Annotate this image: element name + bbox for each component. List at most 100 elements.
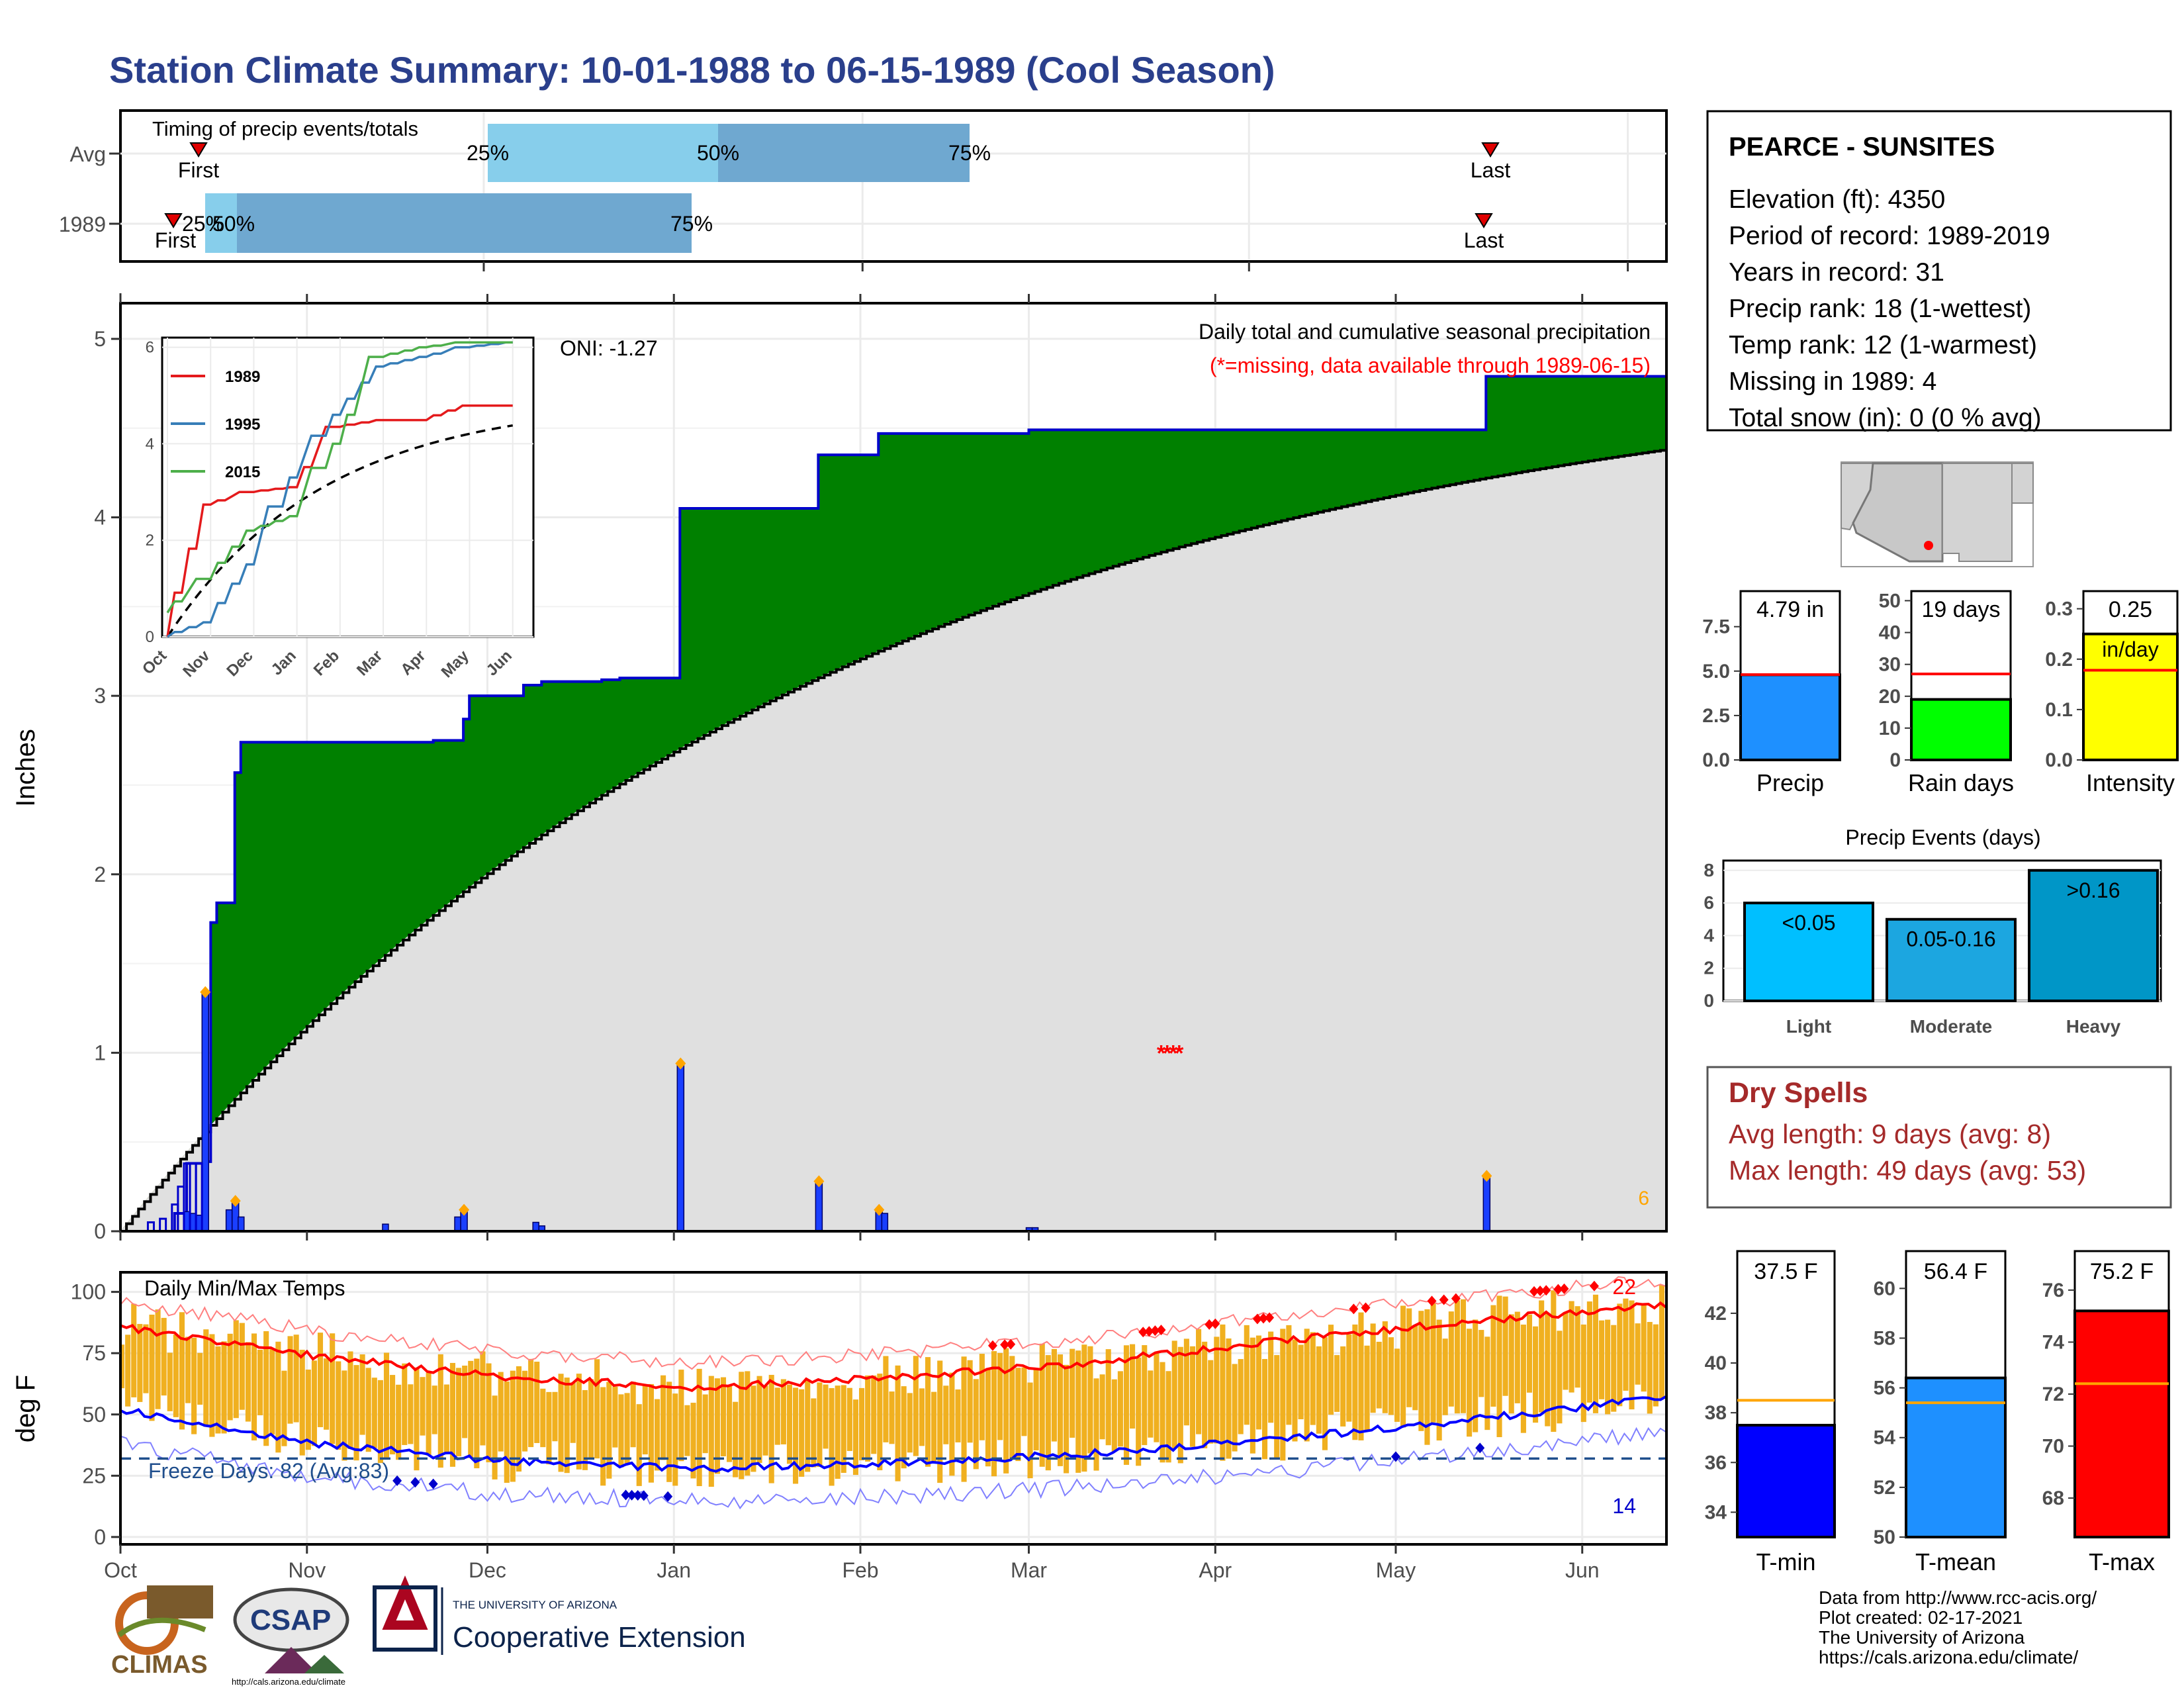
daily-temp-range-bar xyxy=(1611,1325,1617,1412)
daily-temp-range-bar xyxy=(576,1374,582,1470)
record-high-marker xyxy=(1000,1339,1010,1350)
precip-events-chart: Precip Events (days) 0 2 4 6 8 <0.05 Light 0.05-… xyxy=(1704,825,2162,1037)
daily-temp-range-bar xyxy=(179,1312,185,1430)
precip-ytick-label: 0 xyxy=(94,1219,106,1243)
inset-frame xyxy=(161,336,535,638)
daily-temp-range-bar xyxy=(642,1384,648,1455)
record-low-marker xyxy=(428,1478,438,1489)
temp-xtick-label: Dec xyxy=(469,1558,506,1582)
record-low-marker xyxy=(639,1490,649,1501)
daily-temp-range-bar xyxy=(835,1385,841,1479)
daily-temp-range-bar xyxy=(1015,1368,1021,1462)
daily-temp-range-bar xyxy=(1586,1301,1592,1403)
map-new-mexico xyxy=(1942,463,2013,562)
daily-temp-range-bar xyxy=(762,1385,768,1456)
missing-day-marker: * xyxy=(1175,1041,1184,1066)
ua-small-text: THE UNIVERSITY OF ARIZONA xyxy=(453,1599,617,1611)
station-location-marker xyxy=(1924,541,1933,550)
daily-temp-range-bar xyxy=(330,1333,336,1444)
daily-temp-range-bar xyxy=(919,1388,925,1446)
daily-temp-range-bar xyxy=(522,1370,528,1452)
tbar-ytick-label: 50 xyxy=(1874,1526,1895,1548)
station-line: Temp rank: 12 (1-warmest) xyxy=(1729,331,2037,359)
daily-temp-range-bar xyxy=(1208,1360,1214,1444)
daily-temp-range-bar xyxy=(1490,1305,1496,1407)
daily-temp-range-bar xyxy=(341,1370,347,1461)
daily-temp-range-bar xyxy=(1557,1331,1563,1424)
precip-ytick-label: 5 xyxy=(94,327,106,351)
daily-precip-bar xyxy=(881,1213,889,1232)
daily-temp-range-bar xyxy=(696,1368,702,1487)
daily-temp-range-bar xyxy=(1508,1314,1514,1414)
inset-ytick-label: 0 xyxy=(146,628,154,646)
tbar-ytick-label: 54 xyxy=(1874,1427,1896,1449)
daily-temp-range-bar xyxy=(131,1303,137,1397)
pct-label-avg-25: 25% xyxy=(467,141,509,165)
temp-ylabel: deg F xyxy=(11,1375,40,1442)
daily-temp-range-bar xyxy=(1220,1324,1226,1461)
record-high-marker xyxy=(1361,1302,1371,1313)
daily-temp-range-bar xyxy=(805,1379,811,1472)
record-high-marker xyxy=(1451,1293,1461,1304)
daily-temp-range-bar xyxy=(865,1375,871,1462)
daily-temp-range-bar xyxy=(1304,1329,1310,1442)
daily-precip-bar xyxy=(225,1209,233,1232)
csap-logo: CSAP http://cals.arizona.edu/climate xyxy=(232,1587,349,1687)
footer-line: Data from http://www.rcc-acis.org/ xyxy=(1819,1587,2097,1608)
daily-temp-range-bar xyxy=(1641,1304,1647,1392)
daily-temp-range-bar xyxy=(1467,1329,1473,1437)
daily-temp-range-bar xyxy=(408,1384,414,1444)
stat-bar-rain-days xyxy=(1910,698,2012,762)
daily-temp-range-bar xyxy=(991,1351,997,1477)
daily-temp-range-bar xyxy=(215,1346,221,1434)
daily-temp-range-bar xyxy=(1502,1296,1508,1396)
daily-temp-range-bar xyxy=(143,1324,149,1393)
daily-temp-range-bar xyxy=(371,1378,377,1448)
daily-temp-range-bar xyxy=(823,1384,829,1449)
daily-temp-range-bar xyxy=(1605,1319,1611,1415)
daily-temp-range-bar xyxy=(1183,1338,1189,1426)
pct-label-1989-75: 75% xyxy=(670,212,713,236)
daily-temp-range-bar xyxy=(1406,1308,1412,1407)
average-cumulative-area xyxy=(120,449,1666,1231)
daily-temp-range-bar xyxy=(1033,1368,1039,1450)
daily-temp-range-bar xyxy=(852,1399,859,1476)
daily-temp-range-bar xyxy=(793,1387,799,1484)
timing-panel: Timing of precip events/totals Avg 1989 Fir… xyxy=(59,109,1668,271)
record-high-marker xyxy=(1439,1294,1449,1305)
daily-temp-range-bar xyxy=(961,1356,967,1482)
stat-category-label: Rain days xyxy=(1908,769,2014,796)
daily-temp-range-bar xyxy=(558,1374,564,1472)
daily-temp-range-bar xyxy=(1430,1302,1436,1423)
daily-temp-range-bar xyxy=(1334,1355,1340,1412)
daily-temp-range-bar xyxy=(889,1391,895,1444)
daily-temp-range-bar xyxy=(1202,1341,1208,1448)
tbar-t-mean xyxy=(1905,1376,2007,1538)
pct-label-1989-25: 25% xyxy=(182,212,224,236)
arizona-locator-map xyxy=(1841,461,2034,567)
daily-temp-range-bar xyxy=(877,1374,883,1471)
temp-xtick-label: May xyxy=(1376,1558,1416,1582)
record-high-marker xyxy=(1559,1283,1569,1294)
daily-temp-range-bar xyxy=(1057,1354,1064,1466)
daily-temp-range-bar xyxy=(1346,1334,1352,1422)
daily-temp-range-bar xyxy=(311,1360,317,1446)
daily-temp-range-bar xyxy=(907,1393,913,1453)
tbar-ytick-label: 42 xyxy=(1705,1303,1727,1325)
daily-temp-range-bar xyxy=(1479,1330,1484,1397)
daily-temp-range-bar xyxy=(1214,1336,1220,1444)
daily-temp-range-bar xyxy=(1388,1337,1394,1415)
temp-panel-title: Daily Min/Max Temps xyxy=(144,1276,345,1300)
first-marker-avg xyxy=(189,142,208,158)
daily-temp-range-bar xyxy=(1436,1319,1442,1441)
precip-ylabel: Inches xyxy=(11,729,40,807)
record-high-marker xyxy=(1529,1286,1539,1297)
daily-temp-range-bar xyxy=(937,1360,943,1483)
record-low-marker xyxy=(621,1489,631,1501)
daily-temp-range-bar xyxy=(239,1323,245,1410)
daily-temp-range-bar xyxy=(895,1365,901,1481)
daily-temp-range-bar xyxy=(997,1352,1003,1440)
dry-spells-avg: Avg length: 9 days (avg: 8) xyxy=(1729,1119,2051,1149)
stat-bar-precip xyxy=(1739,673,1841,762)
missing-day-marker: * xyxy=(1163,1041,1172,1066)
